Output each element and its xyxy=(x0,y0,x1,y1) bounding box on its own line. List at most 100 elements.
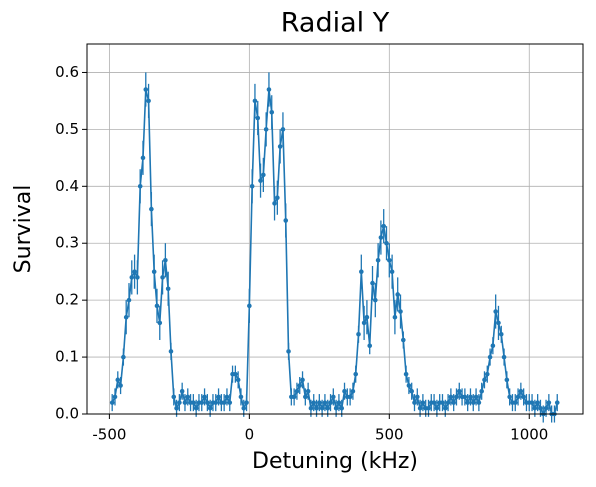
data-point xyxy=(191,400,196,405)
x-tick-label: 500 xyxy=(375,426,404,444)
data-point xyxy=(283,218,289,223)
data-point xyxy=(375,258,381,263)
data-point xyxy=(367,343,373,348)
data-point xyxy=(275,195,280,200)
data-point xyxy=(456,388,462,394)
data-point xyxy=(160,275,165,280)
data-point xyxy=(353,371,359,377)
data-point xyxy=(440,400,445,405)
data-point xyxy=(272,201,277,206)
data-point xyxy=(400,337,406,343)
data-point xyxy=(263,127,269,132)
data-point xyxy=(529,400,535,405)
data-point xyxy=(235,377,241,383)
data-point xyxy=(140,155,146,161)
data-point xyxy=(364,314,370,320)
data-point xyxy=(462,394,468,400)
data-point xyxy=(420,400,426,405)
data-point xyxy=(361,320,367,326)
data-point xyxy=(277,144,283,149)
data-point xyxy=(241,406,247,411)
data-point xyxy=(359,269,364,274)
data-point xyxy=(331,394,336,400)
data-point xyxy=(135,275,140,280)
data-point xyxy=(479,388,484,394)
data-point xyxy=(333,406,339,411)
data-point xyxy=(291,394,297,400)
data-point xyxy=(336,400,342,405)
x-axis-label: Detuning (kHz) xyxy=(252,449,418,474)
data-point xyxy=(521,394,526,400)
data-point xyxy=(163,258,168,263)
data-point xyxy=(249,184,255,189)
data-point xyxy=(496,320,501,326)
data-point xyxy=(294,388,300,394)
data-point xyxy=(154,303,160,309)
data-point xyxy=(168,349,174,354)
data-point xyxy=(269,110,275,115)
data-point xyxy=(258,178,263,183)
data-point xyxy=(185,394,191,400)
data-point xyxy=(123,314,129,320)
data-point xyxy=(280,127,286,132)
data-point xyxy=(448,394,454,400)
data-point xyxy=(498,332,504,337)
data-point xyxy=(149,206,154,212)
data-point xyxy=(356,332,361,337)
data-point xyxy=(403,371,409,377)
data-point xyxy=(370,280,375,286)
data-point xyxy=(445,400,451,405)
data-point xyxy=(538,406,543,411)
data-point xyxy=(174,406,179,411)
data-point xyxy=(182,400,188,405)
data-point xyxy=(328,400,333,405)
data-point xyxy=(389,269,395,274)
data-point xyxy=(126,297,132,303)
data-point xyxy=(179,388,185,394)
data-point xyxy=(303,394,308,400)
y-axis-label: Survival xyxy=(11,185,36,274)
y-tick-label: 0.0 xyxy=(55,405,79,423)
data-point xyxy=(468,394,473,400)
data-point xyxy=(512,400,518,405)
data-point xyxy=(387,258,392,263)
data-point xyxy=(146,98,151,104)
data-point xyxy=(205,400,210,405)
data-point xyxy=(487,354,493,360)
y-tick-label: 0.5 xyxy=(55,120,79,138)
plot-frame xyxy=(86,43,584,415)
data-point xyxy=(224,394,230,400)
data-point xyxy=(325,406,331,411)
data-point xyxy=(171,394,177,400)
data-point xyxy=(238,394,244,400)
data-point xyxy=(129,275,135,280)
data-point xyxy=(252,98,258,104)
data-point xyxy=(384,240,389,246)
data-point xyxy=(535,400,540,405)
data-point xyxy=(202,394,207,400)
y-tick-label: 0.4 xyxy=(55,177,79,195)
data-point xyxy=(451,400,456,405)
data-point xyxy=(112,394,118,400)
data-point xyxy=(193,406,199,411)
data-point xyxy=(118,383,123,388)
data-line xyxy=(111,89,559,416)
data-point xyxy=(132,269,137,274)
data-point xyxy=(247,303,252,309)
data-point xyxy=(261,172,266,178)
data-point xyxy=(442,406,448,411)
data-point xyxy=(546,400,552,405)
data-point xyxy=(266,87,272,92)
x-tick-label: 1000 xyxy=(510,426,548,444)
data-point xyxy=(314,406,319,411)
data-point xyxy=(213,400,219,405)
data-point xyxy=(417,406,423,411)
data-point xyxy=(381,223,387,229)
data-point xyxy=(426,406,431,411)
x-tick-label: -500 xyxy=(92,426,126,444)
y-tick-label: 0.3 xyxy=(55,234,79,252)
data-point xyxy=(286,349,291,354)
data-point xyxy=(216,394,221,400)
y-tick-label: 0.1 xyxy=(55,348,79,366)
